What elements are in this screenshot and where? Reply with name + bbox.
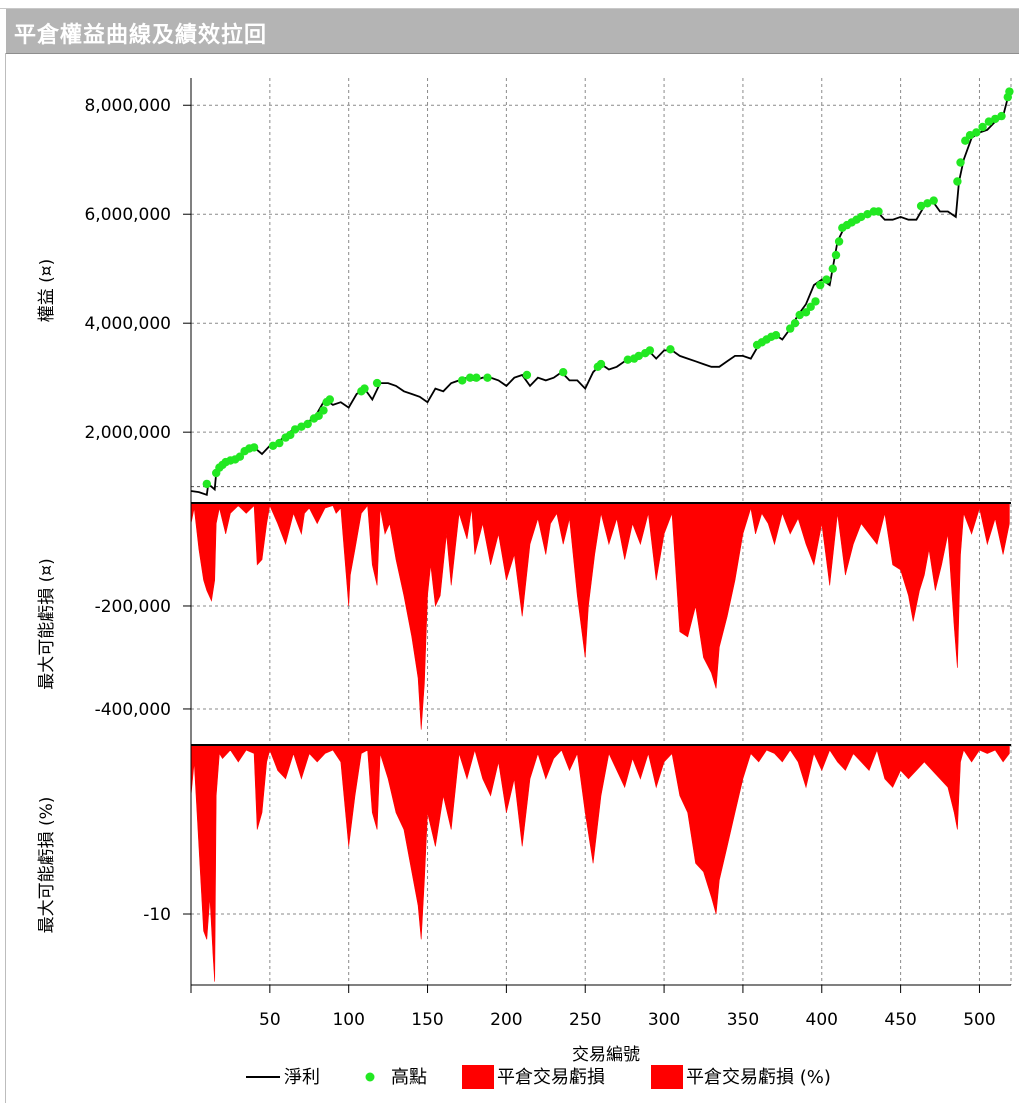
x-tick-label: 300 (648, 1010, 680, 1030)
high-point (275, 438, 284, 448)
high-point (235, 452, 245, 461)
top-strip (0, 0, 1019, 9)
high-point (268, 441, 278, 450)
high-point (857, 212, 866, 222)
high-point (522, 370, 532, 380)
high-point (863, 210, 872, 219)
high-point (458, 376, 467, 385)
y-axis-label: 最大可能虧損 (¤) (37, 558, 57, 689)
drawdown-areas (190, 502, 1010, 982)
legend-label: 平倉交易虧損 (497, 1067, 605, 1088)
high-point (956, 158, 965, 167)
y-axis-label: 權益 (¤) (37, 259, 57, 322)
legend-box-swatch (462, 1065, 494, 1089)
x-axis-label: 交易編號 (572, 1045, 640, 1065)
drawdown-area (190, 502, 1010, 730)
high-point (923, 199, 932, 208)
high-point (795, 310, 804, 320)
x-tick-label: 150 (411, 1010, 443, 1030)
high-point (801, 308, 811, 317)
drawdown-pct-area (190, 744, 1010, 982)
high-point (961, 136, 970, 145)
y-tick-label: -10 (143, 905, 171, 925)
x-tick-label: 50 (259, 1010, 281, 1030)
x-tick-label: 500 (963, 1010, 995, 1030)
x-tick-label: 250 (569, 1010, 601, 1030)
y-tick-label: 8,000,000 (84, 96, 171, 116)
x-tick-label: 350 (727, 1010, 759, 1030)
y-tick-label: 4,000,000 (84, 314, 171, 334)
equity-series (190, 87, 1014, 497)
high-point (559, 368, 568, 377)
y-tick-label: 2,000,000 (84, 423, 171, 443)
high-point (623, 355, 632, 364)
high-point (596, 359, 606, 369)
high-point (786, 324, 795, 333)
high-point (822, 275, 831, 284)
high-point (472, 373, 481, 382)
high-point (465, 373, 475, 382)
high-point (984, 117, 994, 126)
high-point (290, 425, 300, 434)
high-point (483, 373, 492, 382)
high-point (249, 443, 259, 452)
high-point (806, 302, 815, 311)
legend-box-swatch (651, 1065, 683, 1089)
x-tick-label: 100 (332, 1010, 364, 1030)
frame-left-border (5, 53, 6, 1103)
high-point (634, 351, 643, 361)
high-point (816, 280, 825, 290)
high-point (997, 111, 1006, 121)
high-point (916, 201, 926, 211)
title-bar: 平倉權益曲線及績效拉回 (6, 9, 1019, 54)
tick-labels: 2,000,000 4,000,000 6,000,000 8,000,000 -200… (84, 96, 995, 1030)
high-point (360, 384, 369, 393)
high-point (828, 264, 837, 273)
high-point (834, 237, 844, 246)
high-point (978, 122, 987, 132)
high-point (929, 196, 938, 205)
high-point (790, 319, 800, 328)
x-tick-label: 200 (490, 1010, 522, 1030)
high-point (372, 378, 382, 388)
high-point (1005, 87, 1014, 96)
grid-lines (191, 78, 1012, 985)
x-tick-label: 450 (884, 1010, 916, 1030)
legend-label: 淨利 (284, 1067, 320, 1088)
y-tick-label: -200,000 (95, 597, 171, 617)
high-point (771, 331, 781, 340)
high-point (297, 422, 306, 431)
high-point (314, 411, 323, 420)
y-axis-label: 最大可能虧損 (%) (37, 797, 57, 934)
axis-labels: 交易編號 權益 (¤) 最大可能虧損 (¤) 最大可能虧損 (%) (37, 259, 640, 1065)
x-tick-label: 400 (806, 1010, 838, 1030)
high-point (319, 406, 328, 415)
high-point (874, 207, 883, 216)
legend: 淨利 高點 平倉交易虧損 平倉交易虧損 (%) (246, 1065, 831, 1089)
window-title: 平倉權益曲線及績效拉回 (14, 23, 268, 48)
high-point (645, 346, 655, 355)
high-point (953, 177, 962, 186)
high-point (325, 395, 334, 404)
high-point (286, 430, 295, 440)
legend-dot-swatch (365, 1072, 375, 1082)
equity-line (190, 91, 1011, 497)
axes (183, 78, 1011, 993)
high-point (991, 114, 1000, 124)
high-point (303, 419, 312, 429)
legend-label: 高點 (391, 1067, 427, 1088)
y-tick-label: 6,000,000 (84, 205, 171, 225)
high-point (202, 479, 211, 489)
high-point (965, 131, 975, 140)
high-point (972, 128, 981, 137)
y-tick-label: -400,000 (95, 700, 171, 720)
high-point (666, 345, 675, 354)
high-point (831, 250, 841, 260)
legend-label: 平倉交易虧損 (%) (686, 1067, 831, 1088)
high-point (811, 297, 820, 306)
